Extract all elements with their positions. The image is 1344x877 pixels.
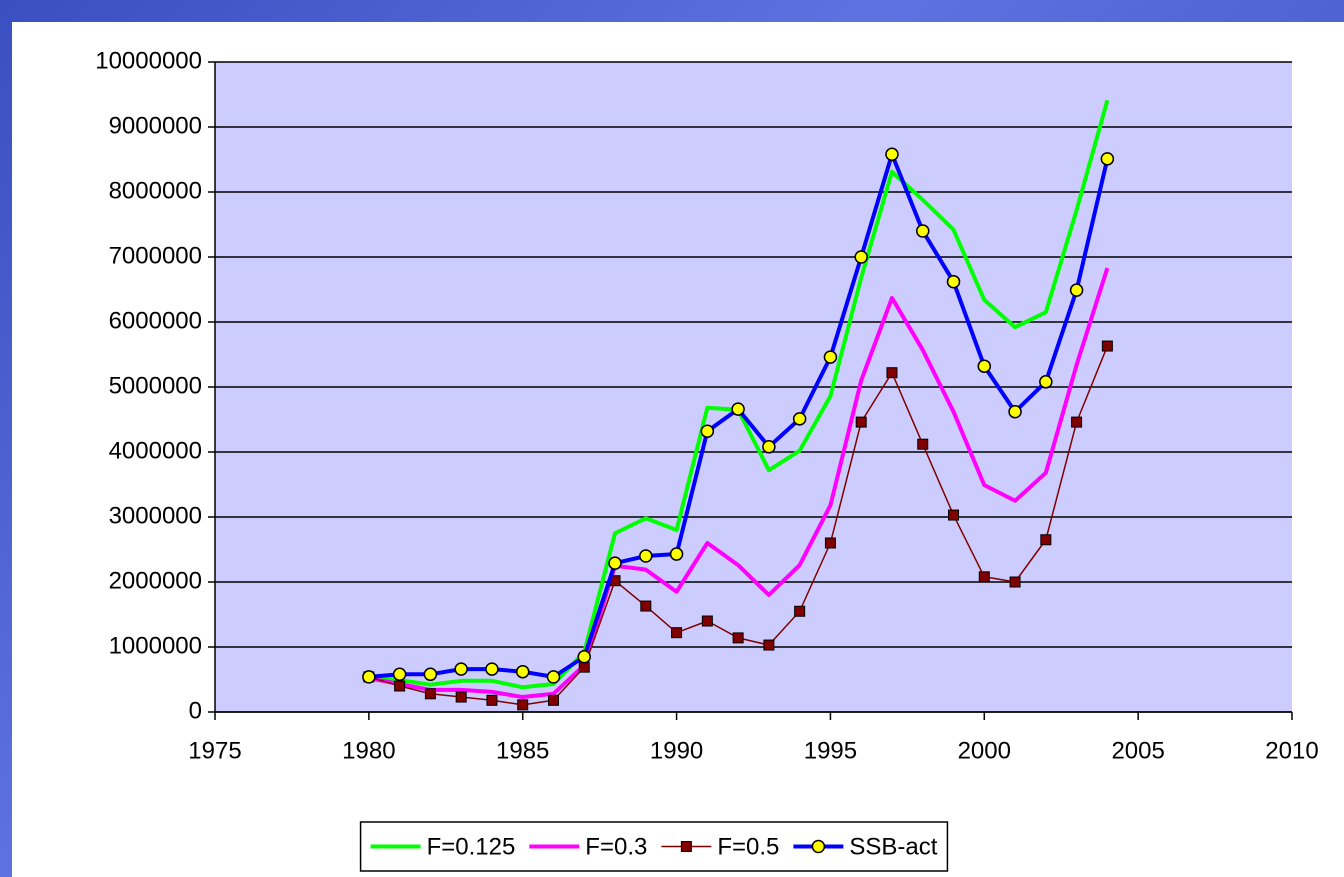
marker — [608, 556, 622, 570]
legend-label: SSB-act — [849, 833, 937, 860]
marker — [1009, 576, 1021, 588]
marker — [578, 661, 590, 673]
y-tick-label: 0 — [189, 697, 202, 724]
marker — [915, 224, 930, 238]
marker — [763, 639, 775, 651]
marker — [547, 694, 559, 706]
marker — [1039, 375, 1053, 389]
y-tick-label: 3000000 — [109, 502, 202, 529]
y-tick-label: 8000000 — [109, 177, 202, 204]
x-tick-label: 1980 — [342, 737, 395, 764]
marker — [640, 600, 652, 612]
legend-marker — [680, 841, 692, 852]
legend-marker — [811, 839, 826, 854]
legend-label: F=0.5 — [717, 833, 779, 860]
legend: F=0.125 F=0.3 F=0.5 SSB-act — [359, 821, 949, 872]
marker — [485, 662, 499, 676]
series-line — [368, 267, 1110, 700]
x-tick-label: 2000 — [958, 737, 1011, 764]
y-tick-label: 9000000 — [109, 112, 202, 139]
marker — [392, 667, 407, 682]
marker — [362, 670, 376, 684]
marker — [1101, 340, 1113, 352]
x-tick-label: 1975 — [188, 737, 241, 764]
marker — [886, 367, 898, 379]
marker — [517, 699, 529, 711]
marker — [671, 627, 683, 639]
y-tick-label: 7000000 — [109, 242, 202, 269]
x-tick-label: 1995 — [804, 737, 857, 764]
marker — [454, 662, 468, 676]
marker — [394, 680, 406, 692]
y-tick-label: 6000000 — [109, 307, 202, 334]
x-tick-label: 2010 — [1265, 737, 1318, 764]
legend-box — [359, 821, 949, 872]
marker — [855, 416, 867, 428]
y-tick-label: 10000000 — [95, 47, 202, 74]
marker — [977, 359, 992, 373]
legend-label: F=0.3 — [585, 833, 647, 860]
marker — [824, 537, 836, 549]
x-tick-label: 1990 — [650, 737, 703, 764]
x-tick-label: 2005 — [1111, 737, 1164, 764]
marker — [423, 667, 438, 682]
marker — [948, 509, 960, 521]
marker — [669, 547, 684, 561]
y-tick-label: 4000000 — [109, 437, 202, 464]
marker — [577, 650, 592, 664]
marker — [1069, 283, 1084, 297]
marker — [1008, 404, 1022, 419]
marker — [546, 670, 561, 684]
marker — [885, 147, 899, 162]
marker — [700, 424, 715, 438]
y-tick-label: 2000000 — [109, 567, 202, 594]
marker — [978, 571, 990, 583]
marker — [1071, 416, 1083, 428]
marker — [515, 664, 530, 679]
marker — [639, 549, 653, 563]
marker — [917, 438, 929, 450]
marker — [1100, 152, 1115, 166]
marker — [455, 691, 467, 703]
marker — [731, 402, 745, 416]
marker — [732, 632, 744, 644]
marker — [701, 615, 713, 627]
marker — [1040, 534, 1052, 546]
marker — [854, 250, 868, 264]
marker — [794, 605, 806, 617]
legend-label: F=0.125 — [427, 833, 516, 860]
y-tick-label: 1000000 — [109, 632, 202, 659]
marker — [823, 350, 838, 364]
marker — [762, 440, 776, 454]
marker — [946, 274, 961, 289]
x-tick-label: 1985 — [496, 737, 549, 764]
marker — [792, 412, 807, 426]
y-tick-label: 5000000 — [109, 372, 202, 399]
marker — [486, 694, 498, 706]
marker — [424, 688, 436, 700]
